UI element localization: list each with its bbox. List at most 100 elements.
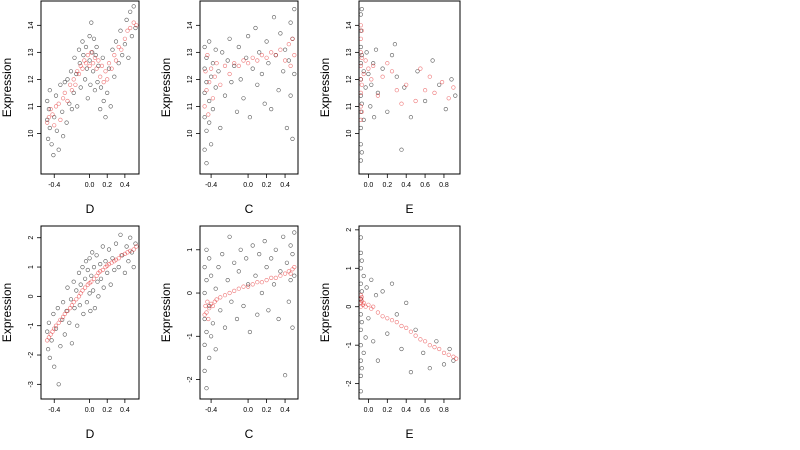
data-point xyxy=(112,52,117,58)
data-point xyxy=(430,58,435,63)
data-point xyxy=(78,85,83,90)
data-point xyxy=(241,96,246,101)
data-point xyxy=(371,339,376,344)
data-point xyxy=(358,12,364,17)
y-axis-label: Expression xyxy=(0,283,14,342)
data-point xyxy=(255,280,260,285)
data-point xyxy=(283,47,288,52)
data-point xyxy=(361,71,366,77)
data-point xyxy=(65,285,70,290)
data-point xyxy=(124,17,129,23)
data-point xyxy=(218,308,223,313)
data-point xyxy=(116,61,121,66)
data-point xyxy=(250,243,255,248)
data-point xyxy=(88,82,93,87)
data-point xyxy=(53,323,59,328)
data-point xyxy=(76,270,82,276)
data-point xyxy=(399,346,404,352)
data-point xyxy=(204,161,209,166)
data-point xyxy=(437,82,442,87)
data-point xyxy=(404,82,409,87)
data-point xyxy=(369,77,374,82)
data-point xyxy=(241,303,246,309)
data-point xyxy=(413,98,418,104)
data-point xyxy=(234,316,240,322)
data-point xyxy=(116,265,121,270)
data-point xyxy=(361,69,366,74)
data-point xyxy=(253,273,258,278)
x-tick-label: 0.4 xyxy=(120,407,130,414)
data-point xyxy=(110,256,115,261)
data-point xyxy=(87,256,92,261)
data-point xyxy=(366,66,371,71)
data-point xyxy=(427,366,432,371)
plot-frame xyxy=(40,225,140,400)
data-point xyxy=(366,316,371,321)
data-point xyxy=(257,50,262,55)
data-point xyxy=(220,50,225,55)
data-point xyxy=(408,115,414,120)
data-point xyxy=(283,373,288,378)
data-point xyxy=(363,304,368,309)
y-tick-label: 1 xyxy=(28,265,35,269)
data-point xyxy=(67,82,73,87)
data-point xyxy=(119,253,124,258)
data-point xyxy=(288,93,293,98)
data-point xyxy=(446,96,451,101)
data-point xyxy=(358,250,364,255)
data-point xyxy=(100,267,105,273)
data-point xyxy=(202,342,207,348)
data-point xyxy=(447,346,452,352)
y-tick-label: 11 xyxy=(187,103,194,110)
data-point xyxy=(361,300,366,306)
data-point xyxy=(202,312,207,317)
y-tick-label: -2 xyxy=(28,352,35,358)
data-point xyxy=(87,63,92,68)
data-point xyxy=(385,316,390,321)
data-point xyxy=(94,253,99,258)
data-point xyxy=(119,47,124,52)
data-point xyxy=(454,356,459,361)
data-point xyxy=(284,125,290,131)
data-point xyxy=(216,265,221,270)
series-black xyxy=(202,7,297,166)
data-point xyxy=(375,310,381,315)
x-axis-label: E xyxy=(405,202,413,216)
data-point xyxy=(128,9,133,14)
data-point xyxy=(269,106,274,112)
data-point xyxy=(72,306,77,311)
x-tick-label: 0.2 xyxy=(102,182,112,189)
scatter-panel-4: -0.4 0.0 0.2 0.4 -3 -2 -1 0 1 2 D Expression xyxy=(0,225,140,441)
series-black xyxy=(358,235,456,394)
data-point xyxy=(46,106,52,112)
data-point xyxy=(94,273,99,278)
data-point xyxy=(92,306,97,311)
data-point xyxy=(126,259,131,264)
data-point xyxy=(360,302,365,307)
data-point xyxy=(451,85,456,90)
data-point xyxy=(45,98,50,104)
x-tick-label: 0.0 xyxy=(85,407,95,414)
data-point xyxy=(204,329,209,335)
data-point xyxy=(358,90,364,95)
data-point xyxy=(101,285,106,290)
y-tick-label: -3 xyxy=(28,381,35,387)
data-point xyxy=(128,248,133,253)
data-point xyxy=(257,252,262,257)
data-point xyxy=(292,71,297,77)
data-point xyxy=(359,258,364,263)
data-point xyxy=(218,295,223,300)
data-point xyxy=(427,74,432,79)
data-point xyxy=(441,350,447,356)
data-point xyxy=(133,241,138,246)
x-tick-label: 0.2 xyxy=(382,407,392,414)
data-point xyxy=(52,123,57,128)
data-point xyxy=(222,293,228,298)
y-tick-label: 12 xyxy=(28,75,35,83)
data-point xyxy=(202,147,207,152)
data-point xyxy=(241,58,246,63)
series-black xyxy=(45,232,138,387)
y-axis-label: Expression xyxy=(318,58,332,117)
data-point xyxy=(232,63,237,68)
